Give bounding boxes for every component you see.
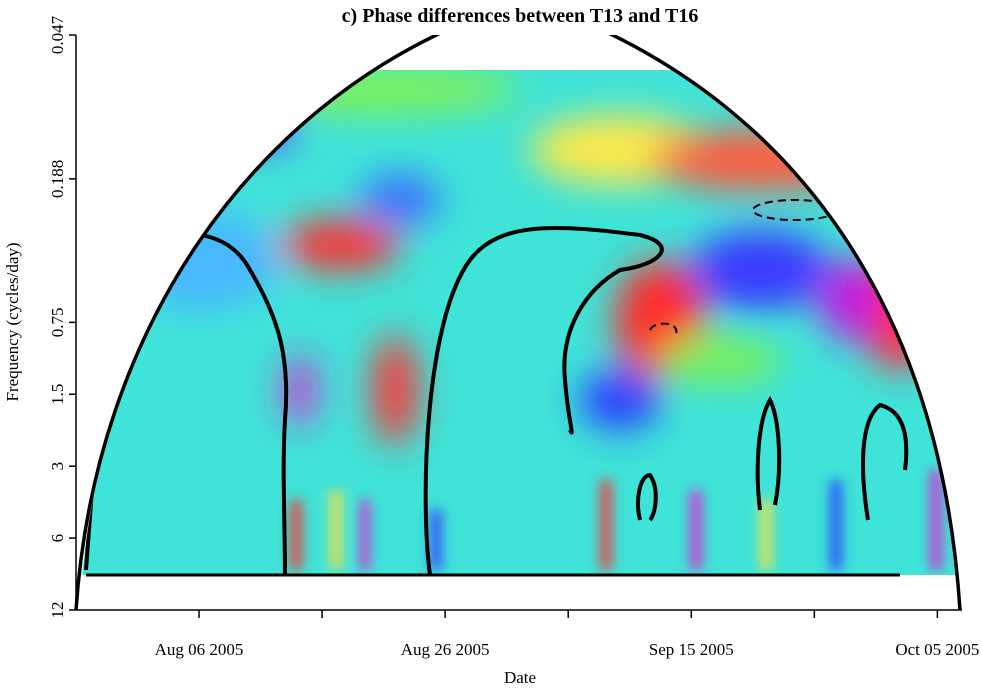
chart-title: c) Phase differences between T13 and T16 — [342, 5, 699, 27]
y-tick-label: 0.75 — [48, 307, 67, 337]
y-tick-label: 6 — [48, 534, 67, 543]
x-tick-label: Aug 06 2005 — [155, 640, 244, 659]
x-tick-label: Aug 26 2005 — [401, 640, 490, 659]
y-tick-label: 3 — [48, 462, 67, 471]
x-axis-label: Date — [504, 668, 536, 687]
x-tick-label: Sep 15 2005 — [649, 640, 734, 659]
title-band — [76, 0, 966, 35]
y-tick-label: 12 — [48, 602, 67, 619]
y-axis-label: Frequency (cycles/day) — [3, 242, 22, 401]
cone-of-influence — [74, 18, 962, 611]
x-tick-label: Oct 05 2005 — [895, 640, 979, 659]
phase-field — [82, 70, 958, 577]
y-tick-label: 0.188 — [48, 160, 67, 198]
y-tick-label: 0.047 — [48, 15, 67, 54]
y-tick-label: 1.5 — [48, 384, 67, 405]
